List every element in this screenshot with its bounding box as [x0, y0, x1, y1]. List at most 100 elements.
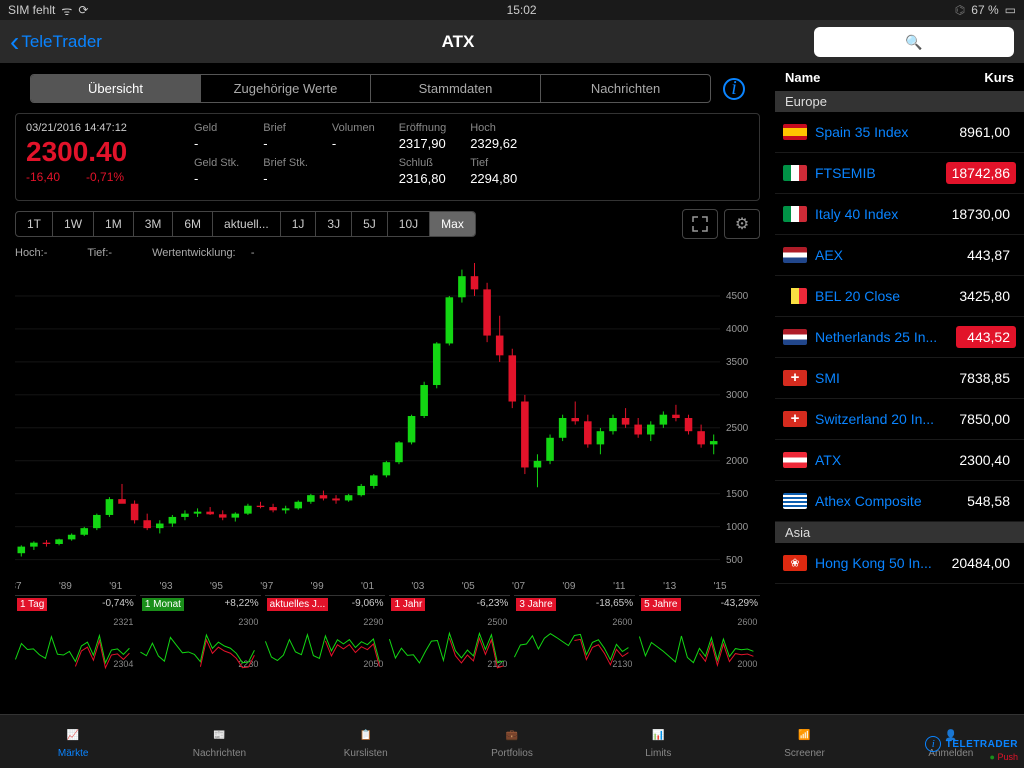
quote-change: -16,40: [26, 170, 60, 184]
svg-text:'13: '13: [663, 581, 676, 592]
search-input[interactable]: [824, 34, 1004, 50]
svg-text:'99: '99: [311, 581, 324, 592]
fullscreen-button[interactable]: [682, 209, 718, 239]
range-3M[interactable]: 3M: [134, 212, 174, 236]
brand-logo: TELETRADER: [946, 739, 1018, 750]
tabbar-limits[interactable]: 📊Limits: [585, 715, 731, 768]
mini-chart-5-Jahre[interactable]: 5 Jahre-43,29% 26002000: [639, 595, 760, 673]
svg-text:'93: '93: [160, 581, 173, 592]
svg-text:4500: 4500: [726, 291, 749, 302]
range-6M[interactable]: 6M: [173, 212, 213, 236]
tab-zugehörige-werte[interactable]: Zugehörige Werte: [201, 75, 371, 102]
brand-corner: i TELETRADER Push: [925, 734, 1018, 762]
sim-status: SIM fehlt: [8, 3, 55, 17]
svg-text:2600: 2600: [738, 617, 758, 627]
list-item[interactable]: Netherlands 25 In...443,52: [775, 317, 1024, 358]
svg-text:'11: '11: [613, 581, 626, 592]
svg-text:'97: '97: [260, 581, 273, 592]
mini-chart-1-Tag[interactable]: 1 Tag-0,74% 23212304: [15, 595, 136, 673]
mini-chart-aktuelles-J...[interactable]: aktuelles J...-9,06% 22902050: [265, 595, 386, 673]
list-header-price: Kurs: [984, 70, 1014, 85]
section-europe: Europe: [775, 91, 1024, 112]
meta-hoch: Hoch:-: [15, 247, 47, 259]
list-item[interactable]: AEX443,87: [775, 235, 1024, 276]
range-1W[interactable]: 1W: [53, 212, 94, 236]
svg-text:'89: '89: [59, 581, 72, 592]
info-icon[interactable]: i: [723, 78, 745, 100]
wifi-icon: ᯤ: [61, 2, 72, 19]
meta-tief: Tief:-: [87, 247, 112, 259]
list-item[interactable]: Spain 35 Index8961,00: [775, 112, 1024, 153]
back-button[interactable]: ‹ TeleTrader: [10, 28, 102, 56]
list-item[interactable]: BEL 20 Close3425,80: [775, 276, 1024, 317]
list-item[interactable]: Athex Composite548,58: [775, 481, 1024, 522]
svg-text:4000: 4000: [726, 324, 749, 335]
info-mini-icon[interactable]: i: [925, 736, 941, 752]
page-title: ATX: [102, 32, 814, 52]
loading-icon: ⟳: [78, 3, 88, 17]
list-item[interactable]: FTSEMIB18742,86: [775, 153, 1024, 194]
tabbar-nachrichten[interactable]: 📰Nachrichten: [146, 715, 292, 768]
nav-bar: ‹ TeleTrader ATX: [0, 20, 1024, 64]
range-5J[interactable]: 5J: [352, 212, 388, 236]
meta-perf-label: Wertentwicklung:: [152, 247, 236, 259]
mini-chart-3-Jahre[interactable]: 3 Jahre-18,65% 26002130: [514, 595, 635, 673]
range-3J[interactable]: 3J: [316, 212, 352, 236]
range-10J[interactable]: 10J: [388, 212, 430, 236]
tab-nachrichten[interactable]: Nachrichten: [541, 75, 710, 102]
svg-text:'15: '15: [713, 581, 726, 592]
quote-datetime: 03/21/2016 14:47:12: [26, 122, 176, 134]
svg-text:2321: 2321: [113, 617, 133, 627]
status-bar: SIM fehlt ᯤ ⟳ 15:02 ⌬ 67 % ▭: [0, 0, 1024, 20]
list-item[interactable]: Italy 40 Index18730,00: [775, 194, 1024, 235]
svg-text:2130: 2130: [613, 659, 633, 669]
range-1T[interactable]: 1T: [16, 212, 53, 236]
tab-bar: 📈Märkte📰Nachrichten📋Kurslisten💼Portfolio…: [0, 714, 1024, 768]
tabbar-portfolios[interactable]: 💼Portfolios: [439, 715, 585, 768]
settings-button[interactable]: ⚙: [724, 209, 760, 239]
svg-text:3000: 3000: [726, 390, 749, 401]
svg-text:1500: 1500: [726, 489, 749, 500]
svg-text:'07: '07: [512, 581, 525, 592]
screener-icon: 📶: [793, 724, 817, 746]
svg-text:500: 500: [726, 555, 743, 566]
battery-pct: 67 %: [971, 3, 998, 17]
flag-icon: [783, 288, 807, 304]
svg-text:2304: 2304: [113, 659, 133, 669]
price-chart[interactable]: 50010001500200025003000350040004500'87'8…: [15, 263, 760, 593]
range-1M[interactable]: 1M: [94, 212, 134, 236]
list-item[interactable]: ATX2300,40: [775, 440, 1024, 481]
list-item[interactable]: Switzerland 20 In...7850,00: [775, 399, 1024, 440]
tab-stammdaten[interactable]: Stammdaten: [371, 75, 541, 102]
range-Max[interactable]: Max: [430, 212, 475, 236]
gear-icon: ⚙: [735, 214, 749, 234]
svg-text:'05: '05: [462, 581, 475, 592]
flag-icon: [783, 411, 807, 427]
kurslisten-icon: 📋: [354, 724, 378, 746]
chart-meta: Hoch:- Tief:- Wertentwicklung: -: [15, 243, 760, 263]
flag-icon: [783, 165, 807, 181]
svg-text:2300: 2300: [238, 617, 258, 627]
svg-text:3500: 3500: [726, 357, 749, 368]
mini-chart-1-Jahr[interactable]: 1 Jahr-6,23% 25002120: [389, 595, 510, 673]
flag-icon: [783, 206, 807, 222]
svg-text:2000: 2000: [738, 659, 758, 669]
tab-übersicht[interactable]: Übersicht: [31, 75, 201, 102]
tabbar-kurslisten[interactable]: 📋Kurslisten: [293, 715, 439, 768]
range-aktuell...[interactable]: aktuell...: [213, 212, 281, 236]
meta-perf-val: -: [251, 247, 255, 259]
flag-icon: [783, 329, 807, 345]
status-time: 15:02: [507, 3, 537, 17]
search-box[interactable]: [814, 27, 1014, 57]
mini-chart-1-Monat[interactable]: 1 Monat+8,22% 23002230: [140, 595, 261, 673]
tabbar-märkte[interactable]: 📈Märkte: [0, 715, 146, 768]
list-item[interactable]: Hong Kong 50 In...20484,00: [775, 543, 1024, 584]
limits-icon: 📊: [646, 724, 670, 746]
flag-icon: [783, 370, 807, 386]
tabbar-screener[interactable]: 📶Screener: [731, 715, 877, 768]
quote-pct: -0,71%: [86, 170, 124, 184]
range-1J[interactable]: 1J: [281, 212, 317, 236]
list-item[interactable]: SMI7838,85: [775, 358, 1024, 399]
flag-icon: [783, 124, 807, 140]
quote-block: 03/21/2016 14:47:12 2300.40 -16,40 -0,71…: [15, 113, 760, 201]
